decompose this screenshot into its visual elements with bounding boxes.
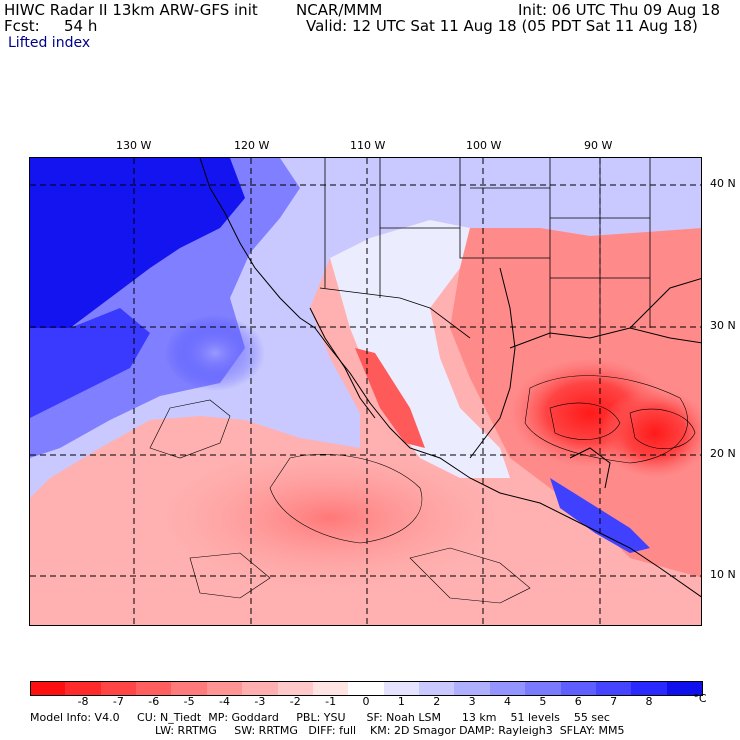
colorbar-swatch [136, 681, 172, 696]
contours [149, 375, 696, 604]
colorbar-tick-label: 2 [433, 695, 441, 708]
model-info-line1: Model Info: V4.0 CU: N_Tiedt MP: Goddard… [30, 711, 610, 724]
colorbar-swatch [525, 681, 562, 696]
colorbar-tick-label: -7 [112, 695, 124, 708]
colorbar-tick-label: 4 [503, 695, 511, 708]
stable-air-band [30, 308, 150, 418]
lon-label-100w: 100 W [466, 139, 502, 152]
colorbar-tick-label: 8 [645, 695, 653, 708]
graticule [30, 158, 701, 625]
lon-label-120w: 120 W [234, 139, 270, 152]
forecast-hour: 54 h [64, 17, 98, 35]
colorbar-swatch [30, 681, 67, 696]
cyclone-swirl [165, 315, 265, 391]
colorbar-swatch [419, 681, 455, 696]
central-america-stable [550, 478, 650, 553]
model-center: NCAR/MMM [296, 1, 383, 19]
coastlines [199, 158, 701, 598]
model-info-line2: LW: RRTMG SW: RRTMG DIFF: full KM: 2D Sm… [155, 724, 625, 737]
colorbar-tick-label: 6 [574, 695, 582, 708]
colorbar-tick-label: -6 [148, 695, 160, 708]
lat-label-30n: 30 N [710, 319, 736, 332]
colorbar-tick-label: -2 [289, 695, 301, 708]
init-time: Init: 06 UTC Thu 09 Aug 18 [518, 1, 721, 19]
colorbar-swatch [100, 681, 137, 696]
lon-label-110w: 110 W [350, 139, 386, 152]
political-borders [319, 158, 651, 339]
colorbar-tick-label: 1 [397, 695, 405, 708]
colorbar-tick-label: -4 [219, 695, 230, 708]
lat-label-10n: 10 N [710, 568, 736, 581]
colorbar-swatch [242, 681, 279, 696]
lon-label-90w: 90 W [584, 139, 613, 152]
colorbar-swatch [454, 681, 491, 696]
colorbar-swatch [277, 681, 314, 696]
colorbar-swatch [348, 681, 385, 696]
valid-time: Valid: 12 UTC Sat 11 Aug 18 (05 PDT Sat … [306, 17, 698, 35]
lat-label-20n: 20 N [710, 447, 736, 460]
colorbar-swatch [206, 681, 243, 696]
gulf-of-california [355, 348, 425, 448]
colorbar-swatch [666, 681, 704, 696]
colorbar-tick-label: 3 [468, 695, 476, 708]
colorbar-swatch [65, 681, 102, 696]
interior-neutral [330, 220, 510, 478]
colorbar-tick-label: 0 [362, 695, 370, 708]
forecast-label: Fcst: [4, 17, 40, 35]
colorbar-tick-label: -3 [254, 695, 266, 708]
colorbar-tick-label: -1 [325, 695, 337, 708]
lon-label-130w: 130 W [116, 139, 152, 152]
colorbar-swatch [489, 681, 526, 696]
colorbar-tick-label: 7 [610, 695, 618, 708]
field-name: Lifted index [8, 35, 91, 51]
chart-title: HIWC Radar II 13km ARW-GFS init [4, 1, 258, 19]
colorbar-swatch [631, 681, 668, 696]
lat-label-40n: 40 N [710, 177, 736, 190]
colorbar-swatch [312, 681, 349, 696]
colorbar-swatch [383, 681, 420, 696]
colorbar-tick-label: -5 [183, 695, 195, 708]
pacific-unstable [160, 448, 500, 588]
stable-air-deep [30, 158, 245, 348]
colorbar-swatch [171, 681, 208, 696]
lifted-index-map [29, 157, 702, 626]
colorbar-tick-label: 5 [539, 695, 547, 708]
colorbar-tick-label: -8 [77, 695, 89, 708]
colorbar-swatch [595, 681, 632, 696]
colorbar-swatch [560, 681, 597, 696]
map-canvas [30, 158, 701, 625]
colorbar-unit: °C [693, 692, 707, 705]
